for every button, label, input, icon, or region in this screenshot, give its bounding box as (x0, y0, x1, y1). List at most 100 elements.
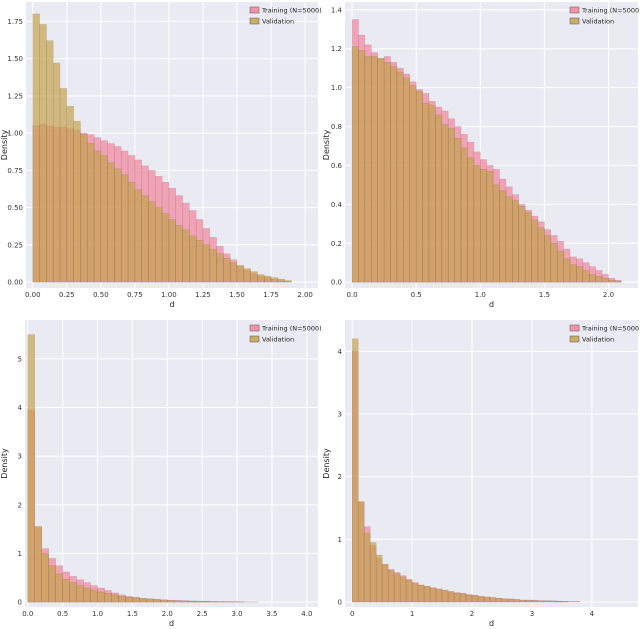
x-tick-label: 3.0 (232, 610, 243, 618)
x-tick-label: 1.5 (127, 610, 138, 618)
histogram-bar (93, 150, 102, 283)
histogram-bar (608, 279, 616, 283)
y-axis-label: Density (322, 448, 331, 479)
legend-label: Validation (262, 18, 294, 26)
histogram-bar (381, 564, 389, 603)
histogram-bar (134, 189, 142, 283)
histogram-bar (277, 278, 285, 283)
histogram-bar (216, 253, 224, 283)
histogram-bar (595, 276, 603, 283)
x-tick-label: 1.75 (263, 291, 279, 299)
histogram-bar (80, 134, 88, 283)
y-tick-label: 0.0 (331, 279, 342, 287)
histogram-bar (189, 235, 197, 283)
histogram-bar (531, 600, 539, 603)
histogram-bar (175, 225, 183, 283)
histogram-bar (411, 582, 419, 603)
histogram-bar (257, 274, 265, 283)
legend-label: Training (N=5000) (261, 7, 322, 15)
x-tick-label: 0.0 (346, 291, 357, 299)
y-axis-label: Density (0, 448, 9, 479)
y-tick-label: 1 (338, 536, 342, 544)
subplot-4: 0 1 2 3 4 0 1 2 3 4 d Density Training (N=5000) Valid… (322, 320, 640, 628)
histogram-bar (486, 171, 494, 283)
y-tick-label: 0.75 (7, 167, 23, 175)
histogram-bar (209, 249, 217, 283)
histogram-bar (513, 599, 521, 603)
y-tick-label: 4 (338, 348, 343, 356)
legend-swatch (569, 6, 580, 14)
histogram-bar (471, 595, 479, 603)
histogram-bar (87, 143, 95, 283)
y-tick-label: 0.25 (7, 241, 23, 249)
plot-background (345, 320, 638, 607)
histogram-bar (383, 62, 391, 283)
histogram-bar (567, 601, 575, 603)
histogram-bar (223, 257, 231, 283)
histogram-bar (66, 106, 74, 283)
y-tick-label: 0.8 (331, 123, 342, 131)
x-tick-label: 2.0 (162, 610, 173, 618)
x-tick-label: 0.5 (57, 610, 68, 618)
histogram-bar (141, 195, 149, 283)
histogram-bar (155, 207, 163, 283)
histogram-bar (161, 213, 170, 283)
y-tick-label: 1.75 (7, 18, 23, 26)
histogram-bar (477, 596, 485, 603)
histogram-bar (369, 542, 377, 603)
histogram-bar (270, 277, 279, 283)
histogram-bar (39, 24, 47, 283)
histogram-bar (127, 181, 136, 283)
histogram-bar (90, 589, 98, 603)
x-tick-label: 0 (350, 610, 354, 618)
histogram-bar (465, 594, 473, 603)
plot-background (25, 320, 318, 607)
histogram-bar (187, 600, 196, 603)
legend-label: Training (N=5000) (261, 325, 322, 333)
histogram-bar (589, 274, 596, 283)
histogram-bar (447, 591, 455, 603)
histogram-bar (48, 565, 56, 603)
series-2-bars (351, 338, 569, 603)
y-tick-label: 0 (338, 598, 342, 606)
y-tick-label: 4 (18, 404, 23, 412)
x-tick-label: 3.5 (266, 610, 277, 618)
histogram-bar (375, 554, 383, 603)
legend: Training (N=5000) Validation (569, 6, 640, 26)
y-tick-label: 1.25 (7, 92, 23, 100)
histogram-bar (483, 596, 491, 603)
histogram-bar (250, 271, 258, 283)
x-axis-label: d (169, 300, 174, 309)
y-axis-label: Density (0, 130, 9, 161)
histogram-bar (97, 591, 105, 603)
legend-label: Validation (262, 336, 294, 344)
histogram-bar (550, 243, 558, 283)
histogram-bar (201, 601, 210, 603)
y-tick-label: 1.4 (331, 6, 343, 14)
histogram-bar (441, 590, 449, 603)
histogram-bar (363, 532, 371, 603)
histogram-bar (563, 258, 571, 283)
x-tick-label: 0.25 (59, 291, 75, 299)
x-tick-label: 3 (530, 610, 534, 618)
legend-label: Training (N=5000) (581, 7, 640, 15)
histogram-bar (76, 585, 84, 603)
histogram-bar (121, 174, 129, 283)
histogram-bar (525, 599, 533, 603)
histogram-bar (168, 219, 176, 283)
legend-swatch (249, 324, 260, 332)
histogram-bar (399, 576, 407, 603)
histogram-bar (111, 594, 119, 603)
x-tick-label: 0.00 (25, 291, 41, 299)
histogram-bar (194, 600, 203, 603)
y-tick-label: 5 (18, 355, 22, 363)
x-tick-label: 0.5 (411, 291, 422, 299)
legend-label: Validation (582, 336, 614, 344)
histogram-bar (46, 40, 54, 283)
histogram-bar (467, 157, 475, 283)
histogram-bar (377, 58, 385, 283)
subplot-1: 0.00 0.25 0.50 0.75 1.00 1.25 1.50 1.75 2.00 0.00… (0, 2, 322, 309)
histogram-bar (415, 91, 423, 283)
histogram-bar (160, 599, 168, 603)
